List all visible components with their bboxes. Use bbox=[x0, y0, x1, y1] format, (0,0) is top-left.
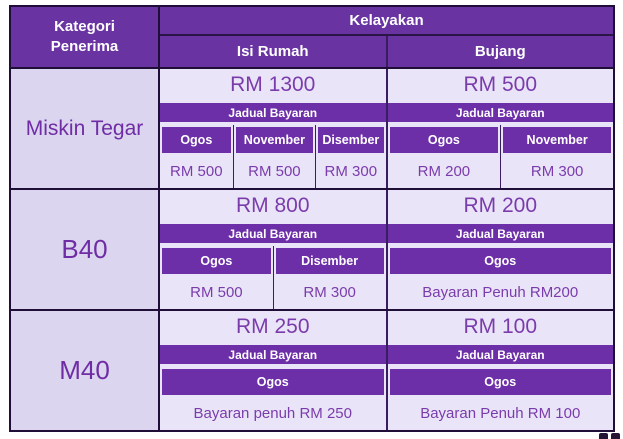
isi-rumah-amount: RM 1300 bbox=[160, 69, 386, 100]
payment-value: Bayaran Penuh RM200 bbox=[387, 276, 613, 309]
month-label: Disember bbox=[275, 248, 384, 274]
section-m40-body: RM 250 RM 100 Jadual Bayaran Jadual Baya… bbox=[160, 311, 613, 430]
month-cell-wrap: Ogos bbox=[160, 367, 386, 397]
payment-value: RM 300 bbox=[500, 155, 613, 188]
isi-rumah-schedule: Jadual Bayaran bbox=[160, 221, 386, 246]
schedule-label: Jadual Bayaran bbox=[387, 224, 613, 243]
month-label: November bbox=[235, 127, 314, 153]
category-cell-miskin-tegar: Miskin Tegar bbox=[11, 69, 160, 188]
bujang-months: Ogos November bbox=[385, 125, 613, 155]
bujang-schedule: Jadual Bayaran bbox=[385, 221, 613, 246]
isi-rumah-months: Ogos Disember bbox=[160, 246, 386, 276]
month-label: Ogos bbox=[389, 369, 611, 395]
month-cell-wrap: Disember bbox=[272, 246, 386, 276]
month-label: Ogos bbox=[162, 369, 384, 395]
bujang-months: Ogos bbox=[385, 367, 613, 397]
bujang-schedule: Jadual Bayaran bbox=[385, 342, 613, 367]
payment-value: RM 300 bbox=[315, 155, 386, 188]
header-label-kelayakan: Kelayakan bbox=[349, 12, 424, 29]
amount-value: RM 1300 bbox=[160, 69, 386, 100]
bujang-amount: RM 500 bbox=[385, 69, 613, 100]
isi-rumah-amount: RM 800 bbox=[160, 190, 386, 221]
month-cell-wrap: Ogos bbox=[387, 125, 501, 155]
schedule-label-row: Jadual Bayaran Jadual Bayaran bbox=[160, 100, 613, 125]
header-cell-kelayakan: Kelayakan bbox=[160, 7, 613, 36]
section-m40: M40 RM 250 RM 100 Jadual Bayaran Jadual … bbox=[11, 309, 613, 430]
schedule-label: Jadual Bayaran bbox=[160, 224, 386, 243]
isi-rumah-values: RM 500 RM 500 RM 300 bbox=[160, 155, 386, 188]
section-b40: B40 RM 800 RM 200 Jadual Bayaran Jadual … bbox=[11, 188, 613, 309]
month-label: Ogos bbox=[389, 248, 611, 274]
isi-rumah-schedule: Jadual Bayaran bbox=[160, 100, 386, 125]
amount-value: RM 100 bbox=[387, 311, 613, 342]
header-cell-bujang: Bujang bbox=[385, 36, 613, 67]
month-cell-wrap: Ogos bbox=[387, 246, 613, 276]
isi-rumah-months: Ogos bbox=[160, 367, 386, 397]
month-cell-wrap: Ogos bbox=[387, 367, 613, 397]
amount-row: RM 800 RM 200 bbox=[160, 190, 613, 221]
month-cell-wrap: November bbox=[500, 125, 613, 155]
month-cell-wrap: November bbox=[232, 125, 316, 155]
month-label: November bbox=[503, 127, 611, 153]
payment-value: RM 200 bbox=[387, 155, 501, 188]
bujang-amount: RM 100 bbox=[385, 311, 613, 342]
values-row: Bayaran penuh RM 250 Bayaran Penuh RM 10… bbox=[160, 397, 613, 430]
schedule-label: Jadual Bayaran bbox=[160, 345, 386, 364]
isi-rumah-values: RM 500 RM 300 bbox=[160, 276, 386, 309]
months-row: Ogos November Disember Ogos November bbox=[160, 125, 613, 155]
bujang-values: Bayaran Penuh RM200 bbox=[385, 276, 613, 309]
header-subrow: Isi Rumah Bujang bbox=[160, 36, 613, 67]
payment-value: RM 500 bbox=[232, 155, 316, 188]
schedule-label-row: Jadual Bayaran Jadual Bayaran bbox=[160, 221, 613, 246]
table-header: Kategori Penerima Kelayakan Isi Rumah Bu… bbox=[11, 7, 613, 67]
eligibility-table: Kategori Penerima Kelayakan Isi Rumah Bu… bbox=[9, 5, 615, 432]
bujang-schedule: Jadual Bayaran bbox=[385, 100, 613, 125]
header-cell-kategori-penerima: Kategori Penerima bbox=[11, 7, 160, 67]
values-row: RM 500 RM 500 RM 300 RM 200 RM 300 bbox=[160, 155, 613, 188]
payment-value: Bayaran penuh RM 250 bbox=[160, 397, 386, 430]
schedule-label: Jadual Bayaran bbox=[387, 103, 613, 122]
amount-value: RM 200 bbox=[387, 190, 613, 221]
values-row: RM 500 RM 300 Bayaran Penuh RM200 bbox=[160, 276, 613, 309]
payment-value: RM 500 bbox=[160, 155, 233, 188]
month-label: Ogos bbox=[389, 127, 499, 153]
payment-value: RM 300 bbox=[272, 276, 386, 309]
bujang-amount: RM 200 bbox=[385, 190, 613, 221]
months-row: Ogos Disember Ogos bbox=[160, 246, 613, 276]
section-miskin-tegar: Miskin Tegar RM 1300 RM 500 Jadual Bayar… bbox=[11, 67, 613, 188]
month-cell-wrap: Disember bbox=[315, 125, 386, 155]
month-label: Disember bbox=[318, 127, 384, 153]
category-cell-m40: M40 bbox=[11, 311, 160, 430]
payment-value: Bayaran Penuh RM 100 bbox=[387, 397, 613, 430]
amount-value: RM 800 bbox=[160, 190, 386, 221]
bujang-months: Ogos bbox=[385, 246, 613, 276]
isi-rumah-schedule: Jadual Bayaran bbox=[160, 342, 386, 367]
section-b40-body: RM 800 RM 200 Jadual Bayaran Jadual Baya… bbox=[160, 190, 613, 309]
isi-rumah-amount: RM 250 bbox=[160, 311, 386, 342]
isi-rumah-months: Ogos November Disember bbox=[160, 125, 386, 155]
amount-row: RM 250 RM 100 bbox=[160, 311, 613, 342]
bujang-values: Bayaran Penuh RM 100 bbox=[385, 397, 613, 430]
month-cell-wrap: Ogos bbox=[160, 246, 273, 276]
schedule-label: Jadual Bayaran bbox=[387, 345, 613, 364]
month-label: Ogos bbox=[162, 127, 231, 153]
header-right: Kelayakan Isi Rumah Bujang bbox=[160, 7, 613, 67]
schedule-label: Jadual Bayaran bbox=[160, 103, 386, 122]
month-label: Ogos bbox=[162, 248, 271, 274]
isi-rumah-values: Bayaran penuh RM 250 bbox=[160, 397, 386, 430]
header-label-kategori-penerima: Kategori Penerima bbox=[50, 17, 119, 55]
amount-value: RM 500 bbox=[387, 69, 613, 100]
schedule-label-row: Jadual Bayaran Jadual Bayaran bbox=[160, 342, 613, 367]
month-cell-wrap: Ogos bbox=[160, 125, 233, 155]
category-cell-b40: B40 bbox=[11, 190, 160, 309]
cropped-watermark-fragment bbox=[599, 433, 620, 439]
amount-value: RM 250 bbox=[160, 311, 386, 342]
section-miskin-tegar-body: RM 1300 RM 500 Jadual Bayaran Jadual Bay… bbox=[160, 69, 613, 188]
bujang-values: RM 200 RM 300 bbox=[385, 155, 613, 188]
header-cell-isi-rumah: Isi Rumah bbox=[160, 36, 386, 67]
payment-value: RM 500 bbox=[160, 276, 273, 309]
amount-row: RM 1300 RM 500 bbox=[160, 69, 613, 100]
months-row: Ogos Ogos bbox=[160, 367, 613, 397]
